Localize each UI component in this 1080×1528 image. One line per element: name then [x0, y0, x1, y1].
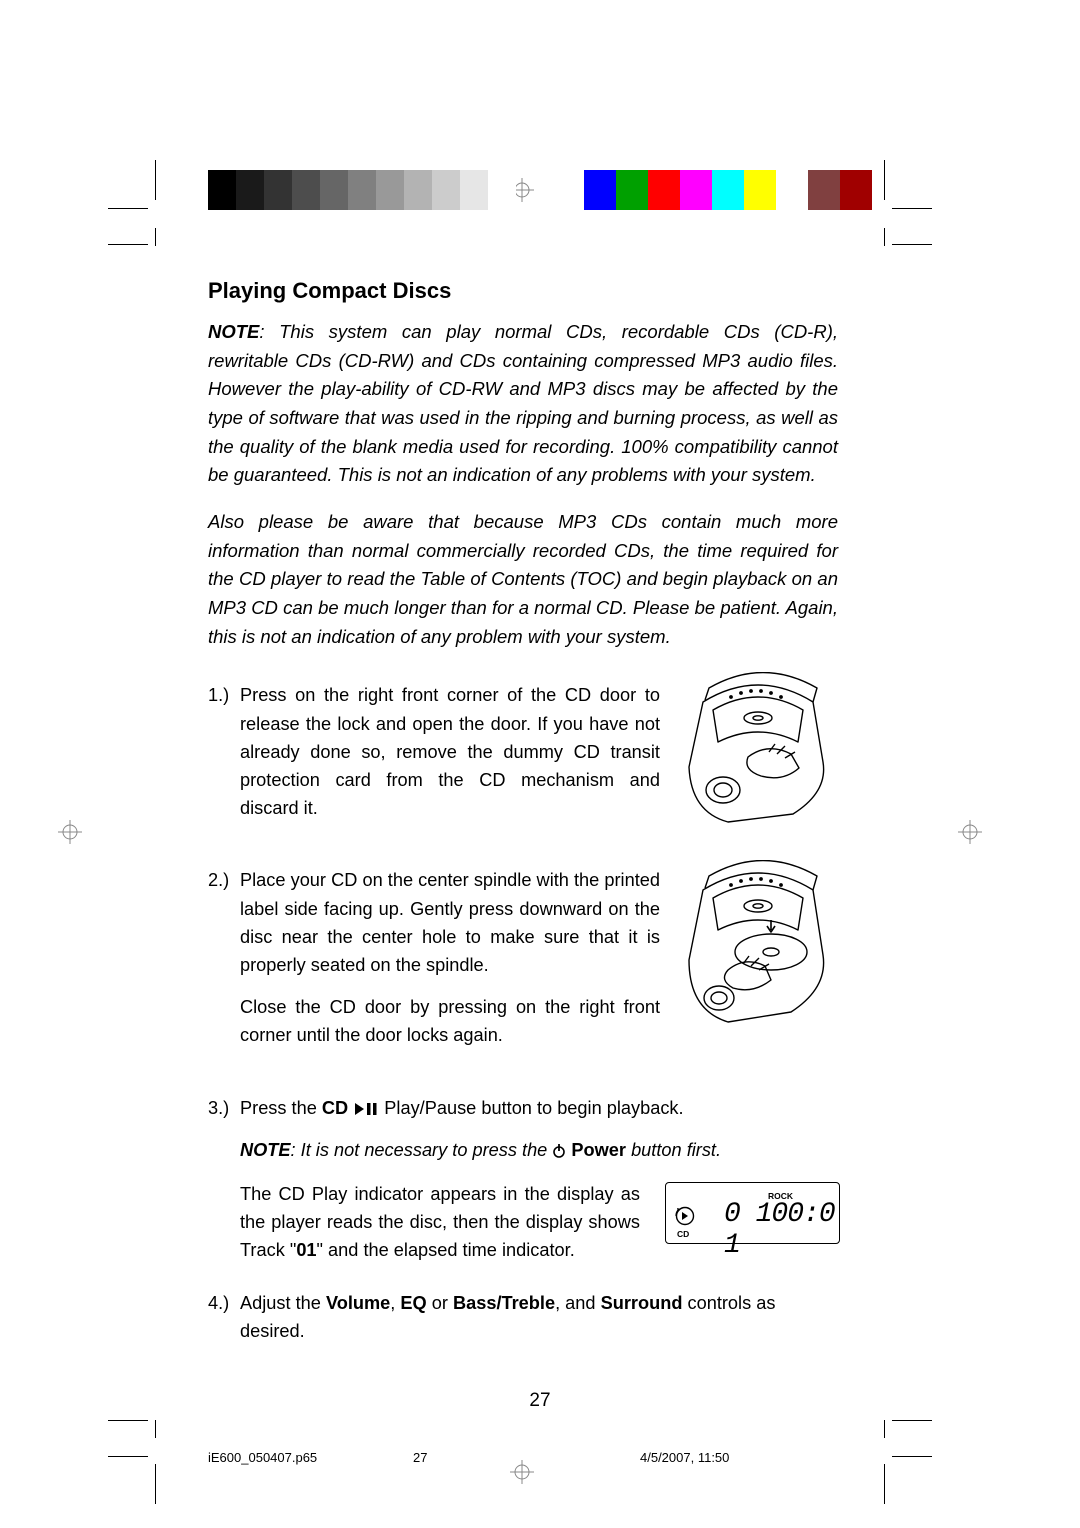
- colorbar-swatch: [208, 170, 236, 210]
- play-pause-icon: [355, 1103, 377, 1115]
- step-note-text: NOTE: It is not necessary to press the P…: [240, 1136, 838, 1164]
- step-number: 1.): [208, 681, 240, 822]
- note-label: NOTE: [208, 321, 259, 342]
- crop-mark: [892, 1456, 932, 1457]
- page: Playing Compact Discs NOTE: This system …: [0, 0, 1080, 1528]
- crop-mark: [155, 1464, 156, 1504]
- colorbar-swatch: [404, 170, 432, 210]
- registration-mark-icon: [958, 820, 982, 844]
- colorbar-swatch: [680, 170, 712, 210]
- grayscale-colorbar: [208, 170, 516, 210]
- footer-timestamp: 4/5/2007, 11:50: [640, 1450, 729, 1465]
- b: Volume: [326, 1293, 390, 1313]
- t: Adjust the: [240, 1293, 326, 1313]
- crop-tick: [108, 1420, 148, 1421]
- cd-door-open-illustration: [673, 672, 843, 832]
- colorbar-swatch: [460, 170, 488, 210]
- registration-mark-icon: [510, 1460, 534, 1484]
- step-number: 3.): [208, 1094, 240, 1122]
- section-heading: Playing Compact Discs: [208, 278, 838, 304]
- step-text: Place your CD on the center spindle with…: [240, 866, 660, 1049]
- colorbar-swatch: [488, 170, 516, 210]
- t: Press the: [240, 1098, 322, 1118]
- t: button first.: [626, 1140, 721, 1160]
- process-colorbar: [584, 170, 872, 210]
- footer-page: 27: [413, 1450, 427, 1465]
- note-paragraph-1: NOTE: This system can play normal CDs, r…: [208, 318, 838, 490]
- colorbar-swatch: [320, 170, 348, 210]
- spacer: [208, 1136, 240, 1164]
- colorbar-swatch: [744, 170, 776, 210]
- colorbar-swatch: [236, 170, 264, 210]
- cd-insert-illustration: [673, 860, 843, 1050]
- t: : It is not necessary to press the: [291, 1140, 553, 1160]
- note-paragraph-2: Also please be aware that because MP3 CD…: [208, 508, 838, 651]
- registration-mark-icon: [58, 820, 82, 844]
- crop-mark: [884, 160, 885, 200]
- cd-label: CD: [322, 1098, 348, 1118]
- colorbar-swatch: [776, 170, 808, 210]
- colorbar-swatch: [348, 170, 376, 210]
- step-3: 3.) Press the CD Play/Pause button to be…: [208, 1094, 838, 1122]
- t: " and the elapsed time indicator.: [317, 1240, 575, 1260]
- colorbar-swatch: [712, 170, 744, 210]
- t: , and: [555, 1293, 601, 1313]
- crop-tick: [155, 1420, 156, 1438]
- note-body: : This system can play normal CDs, recor…: [208, 321, 838, 485]
- colorbar-swatch: [584, 170, 616, 210]
- crop-tick: [884, 228, 885, 246]
- crop-tick: [108, 244, 148, 245]
- step-text: Press the CD Play/Pause button to begin …: [240, 1094, 838, 1122]
- footer-filename: iE600_050407.p65: [208, 1450, 317, 1465]
- page-number: 27: [0, 1390, 1080, 1412]
- step-2b: Close the CD door by pressing on the rig…: [240, 993, 660, 1049]
- t: or: [427, 1293, 453, 1313]
- crop-mark: [108, 1456, 148, 1457]
- b: Bass/Treble: [453, 1293, 555, 1313]
- crop-mark: [108, 208, 148, 209]
- step-text: Adjust the Volume, EQ or Bass/Treble, an…: [240, 1289, 838, 1345]
- colorbar-swatch: [432, 170, 460, 210]
- crop-mark: [892, 208, 932, 209]
- note-label: NOTE: [240, 1140, 291, 1160]
- crop-tick: [884, 1420, 885, 1438]
- colorbar-swatch: [264, 170, 292, 210]
- crop-tick: [892, 244, 932, 245]
- step-text: Press on the right front corner of the C…: [240, 681, 660, 822]
- crop-mark: [155, 160, 156, 200]
- t: Play/Pause button to begin playback.: [384, 1098, 683, 1118]
- b: EQ: [400, 1293, 426, 1313]
- crop-tick: [892, 1420, 932, 1421]
- lcd-cd-label: CD: [677, 1229, 689, 1239]
- step-3-note: NOTE: It is not necessary to press the P…: [208, 1136, 838, 1164]
- cd-spin-icon: [674, 1205, 696, 1227]
- step-4: 4.) Adjust the Volume, EQ or Bass/Treble…: [208, 1289, 838, 1345]
- lcd-readout: 0 100:0 1: [724, 1199, 839, 1261]
- t: ,: [390, 1293, 400, 1313]
- b: Surround: [601, 1293, 683, 1313]
- crop-tick: [155, 228, 156, 246]
- power-icon: [552, 1144, 566, 1158]
- step-text: The CD Play indicator appears in the dis…: [240, 1180, 640, 1265]
- colorbar-swatch: [648, 170, 680, 210]
- colorbar-swatch: [808, 170, 840, 210]
- step-number: 4.): [208, 1289, 240, 1345]
- step-2a: Place your CD on the center spindle with…: [240, 866, 660, 979]
- colorbar-swatch: [616, 170, 648, 210]
- power-label: Power: [571, 1140, 626, 1160]
- colorbar-swatch: [376, 170, 404, 210]
- crop-mark: [884, 1464, 885, 1504]
- colorbar-swatch: [292, 170, 320, 210]
- step-number: 2.): [208, 866, 240, 1049]
- colorbar-swatch: [840, 170, 872, 210]
- spacer: [208, 1180, 240, 1265]
- track-bold: 01: [296, 1240, 316, 1260]
- lcd-display: ROCK CD 0 100:0 1: [665, 1182, 840, 1244]
